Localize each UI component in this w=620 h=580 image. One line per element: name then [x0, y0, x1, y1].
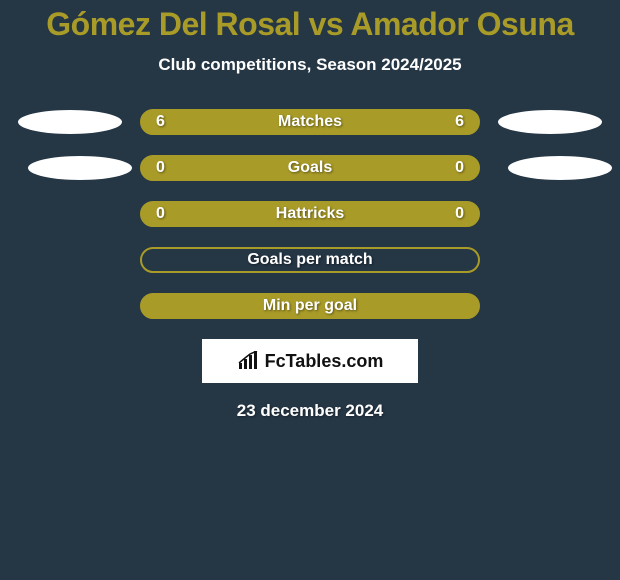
- stat-bar: Hattricks 0 0: [140, 201, 480, 227]
- ellipse-left: [28, 156, 132, 180]
- brand-text: FcTables.com: [265, 351, 384, 372]
- page-title: Gómez Del Rosal vs Amador Osuna: [0, 0, 620, 43]
- stat-value-right: 0: [455, 159, 464, 177]
- stat-bar: Min per goal: [140, 293, 480, 319]
- stat-value-right: 0: [455, 205, 464, 223]
- stat-label: Goals: [288, 159, 332, 177]
- stat-bar: Goals per match: [140, 247, 480, 273]
- stat-bar: Goals 0 0: [140, 155, 480, 181]
- ellipse-left: [18, 110, 122, 134]
- bar-chart-icon: [237, 351, 259, 371]
- stat-row: Min per goal: [10, 293, 610, 319]
- stat-value-left: 0: [156, 205, 165, 223]
- stat-value-left: 6: [156, 113, 165, 131]
- comparison-infographic: Gómez Del Rosal vs Amador Osuna Club com…: [0, 0, 620, 580]
- stat-label: Matches: [278, 113, 342, 131]
- date-text: 23 december 2024: [0, 401, 620, 421]
- stat-row: Matches 6 6: [10, 109, 610, 135]
- stat-row: Goals 0 0: [10, 155, 610, 181]
- subtitle: Club competitions, Season 2024/2025: [0, 55, 620, 75]
- stat-bar: Matches 6 6: [140, 109, 480, 135]
- stat-label: Goals per match: [247, 251, 372, 269]
- stat-row: Hattricks 0 0: [10, 201, 610, 227]
- stat-value-right: 6: [455, 113, 464, 131]
- ellipse-right: [498, 110, 602, 134]
- stat-label: Min per goal: [263, 297, 357, 315]
- stat-label: Hattricks: [276, 205, 344, 223]
- stat-row: Goals per match: [10, 247, 610, 273]
- stat-rows: Matches 6 6 Goals 0 0 Hattricks 0 0 Goals per mat…: [0, 109, 620, 319]
- stat-value-left: 0: [156, 159, 165, 177]
- brand-box: FcTables.com: [202, 339, 418, 383]
- ellipse-right: [508, 156, 612, 180]
